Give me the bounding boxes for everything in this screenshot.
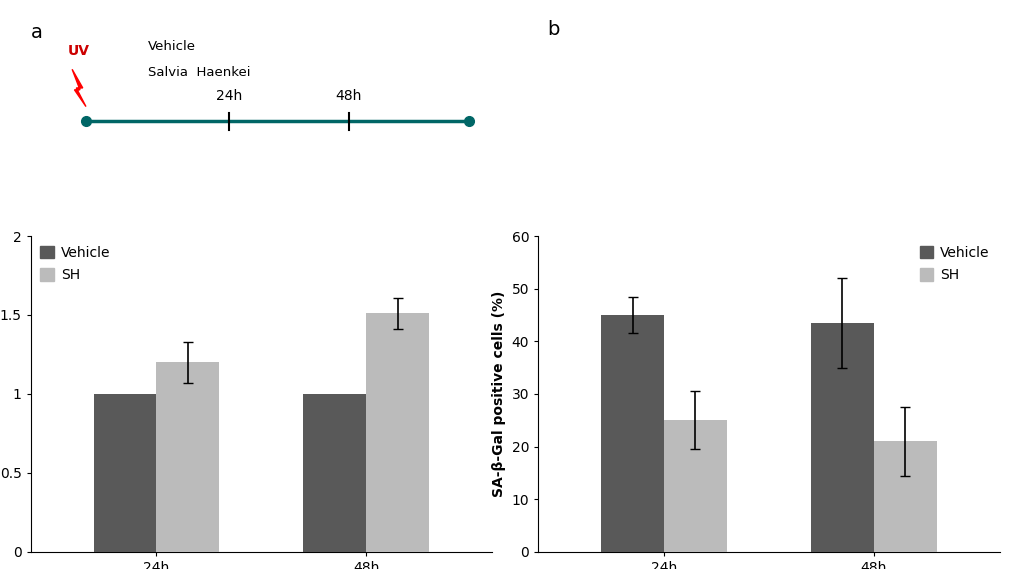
Legend: Vehicle, SH: Vehicle, SH bbox=[916, 243, 991, 285]
Bar bbox=[663, 420, 727, 552]
Text: 48h: 48h bbox=[335, 89, 362, 103]
Bar bbox=[366, 314, 429, 552]
Bar bbox=[303, 394, 366, 552]
Polygon shape bbox=[72, 69, 86, 106]
Bar bbox=[810, 323, 873, 552]
Bar bbox=[94, 394, 156, 552]
Text: Vehicle: Vehicle bbox=[148, 39, 196, 52]
Text: UV: UV bbox=[68, 44, 90, 58]
Y-axis label: SA-β-Gal positive cells (%): SA-β-Gal positive cells (%) bbox=[491, 291, 505, 497]
Bar bbox=[873, 442, 935, 552]
Text: b: b bbox=[547, 20, 559, 39]
Bar bbox=[600, 315, 663, 552]
Legend: Vehicle, SH: Vehicle, SH bbox=[38, 243, 113, 285]
Text: a: a bbox=[31, 23, 43, 42]
Text: 24h: 24h bbox=[216, 89, 242, 103]
Text: Salvia  Haenkei: Salvia Haenkei bbox=[148, 65, 251, 79]
Bar bbox=[156, 362, 219, 552]
